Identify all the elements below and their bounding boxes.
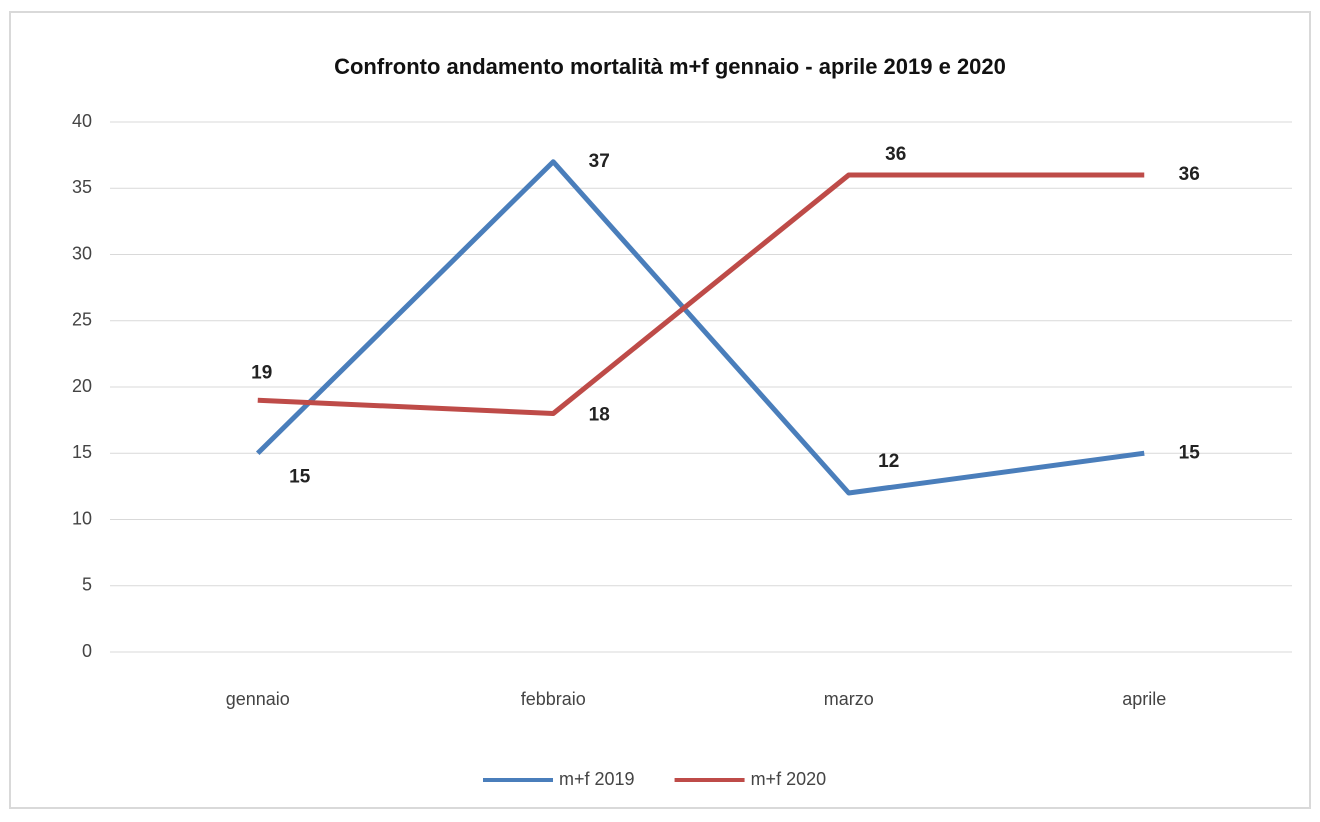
data-label: 18 — [589, 405, 610, 426]
data-label: 36 — [885, 144, 906, 165]
y-tick-label: 35 — [72, 177, 92, 197]
y-tick-label: 0 — [82, 641, 92, 661]
data-label: 15 — [1179, 442, 1201, 463]
x-tick-label: aprile — [1122, 689, 1166, 709]
data-label: 19 — [251, 362, 272, 383]
data-label: 15 — [289, 466, 311, 487]
legend-label: m+f 2020 — [751, 769, 827, 789]
x-tick-label: febbraio — [521, 689, 586, 709]
chart-frame — [9, 11, 1311, 809]
y-tick-label: 40 — [72, 111, 92, 131]
chart-title: Confronto andamento mortalità m+f gennai… — [334, 54, 1006, 79]
data-label: 36 — [1179, 164, 1200, 185]
data-label: 12 — [878, 451, 899, 472]
y-tick-label: 15 — [72, 442, 92, 462]
data-label: 37 — [589, 151, 610, 172]
y-tick-label: 5 — [82, 575, 92, 595]
x-tick-label: marzo — [824, 689, 874, 709]
y-tick-label: 25 — [72, 310, 92, 330]
series-line — [255, 159, 1145, 496]
y-tick-label: 10 — [72, 508, 92, 528]
series-line — [257, 172, 1145, 416]
y-tick-label: 20 — [72, 376, 92, 396]
x-tick-label: gennaio — [226, 689, 290, 709]
y-tick-label: 30 — [72, 243, 92, 263]
legend-label: m+f 2019 — [559, 769, 635, 789]
